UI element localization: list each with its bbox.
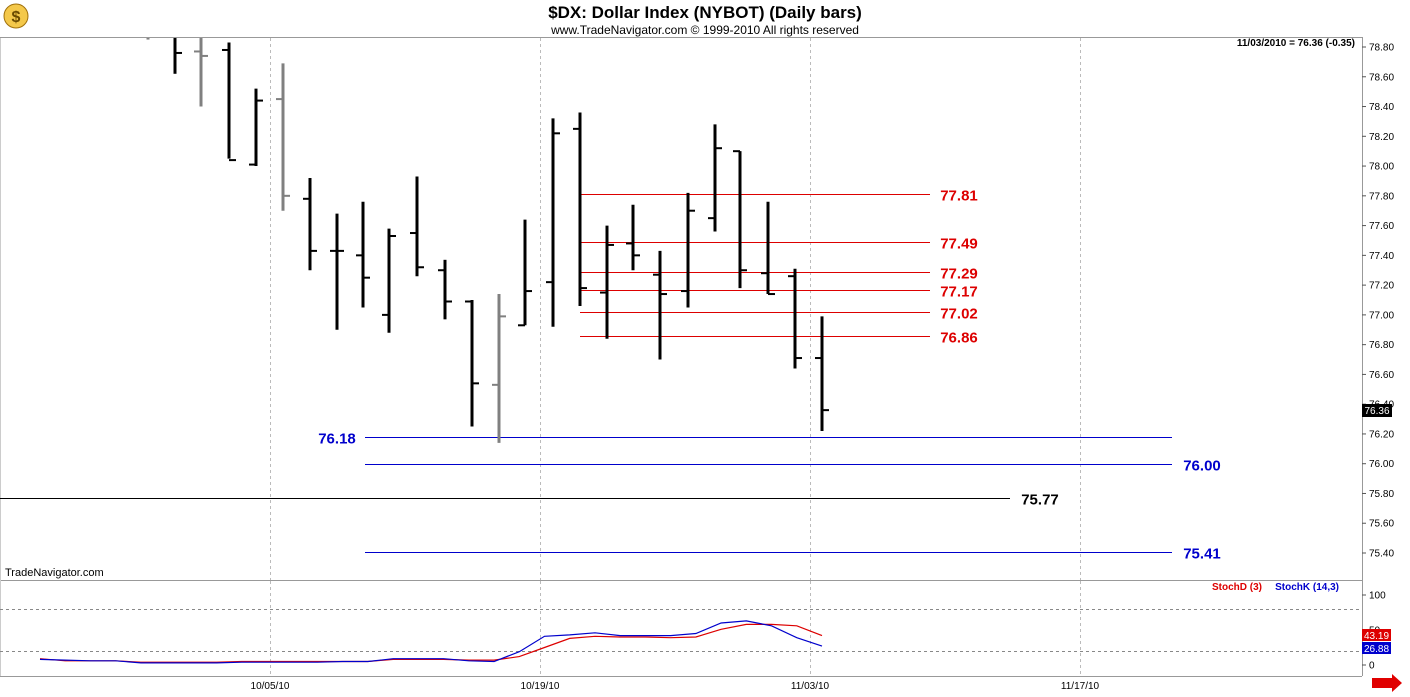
ohlc-bar (356, 201, 370, 308)
ohlc-bar (626, 204, 640, 271)
stoch-value-label: 43.19 (1364, 631, 1389, 642)
y-tick-label: 77.60 (1369, 221, 1394, 232)
level-label: 77.81 (940, 188, 978, 205)
x-tick-label: 10/19/10 (521, 681, 560, 692)
y-tick-label: 78.40 (1369, 102, 1394, 113)
x-tick-label: 11/03/10 (791, 681, 830, 692)
y-tick-label: 78.60 (1369, 72, 1394, 83)
price-badge (1362, 404, 1392, 417)
last-quote-label: 11/03/2010 = 76.36 (-0.35) (1237, 38, 1355, 49)
stoch-series-line (39, 623, 823, 663)
ohlc-bar (788, 268, 802, 369)
stoch-tick-label: 100 (1369, 591, 1386, 602)
ohlc-bar (518, 219, 532, 327)
svg-text:$: $ (12, 9, 21, 26)
level-label: 76.00 (1183, 458, 1221, 475)
level-label: 76.86 (940, 330, 978, 347)
x-tick-label: 11/17/10 (1061, 681, 1100, 692)
ohlc-bar (410, 176, 424, 277)
header-background (0, 0, 1410, 37)
level-label: 75.77 (1021, 492, 1059, 509)
stoch-series-line (39, 620, 823, 664)
x-tick-label: 10/05/10 (251, 681, 290, 692)
legend-stochd: StochD (3) (1212, 582, 1262, 593)
y-tick-label: 76.00 (1369, 459, 1394, 470)
y-tick-label: 78.80 (1369, 43, 1394, 54)
y-tick-label: 75.40 (1369, 549, 1394, 560)
y-tick-label: 78.00 (1369, 162, 1394, 173)
y-tick-label: 78.20 (1369, 132, 1394, 143)
y-tick-label: 76.80 (1369, 340, 1394, 351)
ohlc-bar (761, 201, 775, 296)
level-label: 76.18 (318, 431, 356, 448)
ohlc-bar (173, 38, 182, 74)
y-tick-label: 75.60 (1369, 519, 1394, 530)
date-axis: 10/05/10 10/19/10 11/03/10 11/17/10 (251, 681, 1100, 692)
copyright-line: www.TradeNavigator.com © 1999-2010 All r… (550, 23, 859, 37)
grid (0, 38, 1081, 676)
y-tick-label: 77.20 (1369, 281, 1394, 292)
ohlc-bar (465, 300, 479, 427)
ohlc-bar (222, 42, 236, 162)
price-axis: 78.80 78.60 78.40 78.20 78.00 77.80 77.60 77.40… (1362, 43, 1394, 560)
level-label: 77.02 (940, 306, 978, 323)
y-tick-label: 75.80 (1369, 489, 1394, 500)
ohlc-bar (330, 213, 344, 330)
y-tick-label: 76.60 (1369, 370, 1394, 381)
ohlc-bar (681, 192, 695, 308)
level-label: 77.17 (940, 284, 978, 301)
y-tick-label: 76.20 (1369, 429, 1394, 440)
ohlc-bar (733, 150, 747, 289)
ohlc-bar (708, 124, 722, 232)
ohlc-bar (573, 112, 587, 306)
ohlc-bar (815, 316, 829, 431)
legend-stochk: StochK (14,3) (1275, 582, 1339, 593)
level-label: 77.49 (940, 236, 978, 253)
ohlc-bar (438, 259, 452, 320)
ohlc-bar (546, 118, 560, 327)
price-badge-label: 76.36 (1364, 406, 1389, 417)
watermark-label: TradeNavigator.com (5, 567, 104, 579)
ohlc-bar (492, 294, 506, 443)
ohlc-bar (600, 225, 614, 339)
stoch-tick-label: 0 (1369, 661, 1375, 672)
ohlc-bar (276, 63, 290, 211)
stoch-value-badge (1362, 642, 1391, 654)
level-label: 77.29 (940, 266, 978, 283)
stoch-value-badge (1362, 629, 1391, 641)
ohlc-bar (303, 177, 317, 271)
chart-title: $DX: Dollar Index (NYBOT) (Daily bars) (548, 3, 862, 22)
y-tick-label: 77.80 (1369, 191, 1394, 202)
ohlc-bar (249, 88, 263, 167)
ohlc-bar (194, 38, 208, 107)
stoch-value-label: 26.88 (1364, 644, 1389, 655)
level-label: 75.41 (1183, 546, 1221, 563)
y-tick-label: 77.00 (1369, 310, 1394, 321)
ohlc-bar (382, 228, 396, 333)
ohlc-bar (653, 250, 667, 360)
scroll-right-arrow-icon[interactable] (1372, 674, 1402, 692)
y-tick-label: 77.40 (1369, 251, 1394, 262)
price-bars (146, 38, 829, 443)
trade-navigator-logo-icon: $ (3, 3, 29, 29)
